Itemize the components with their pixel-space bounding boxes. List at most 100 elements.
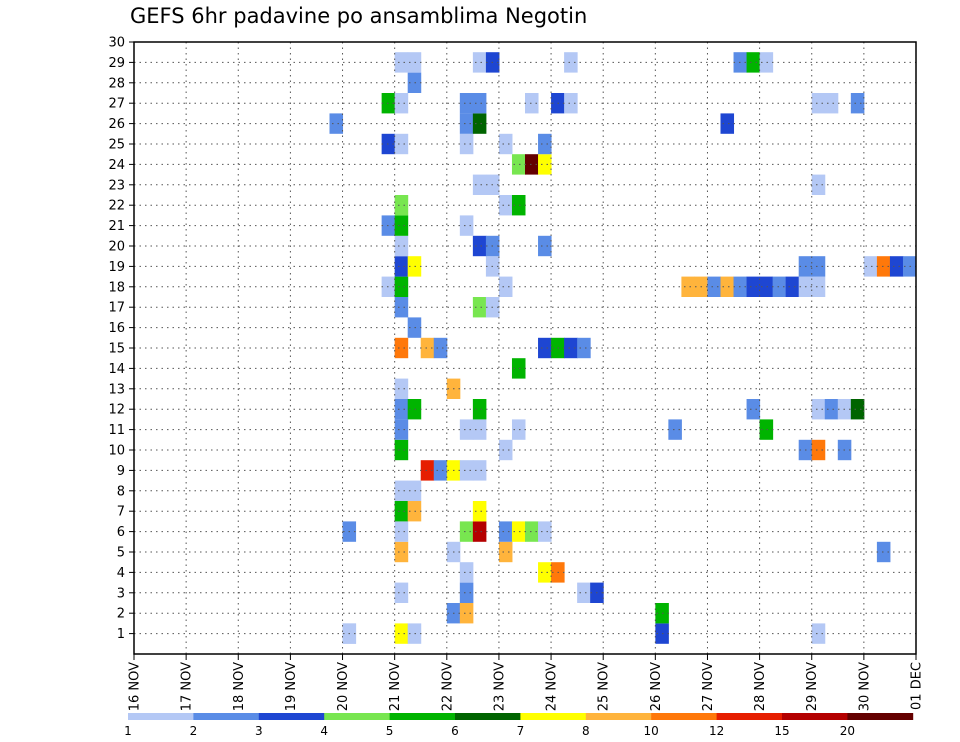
y-tick-label: 22 bbox=[108, 199, 125, 214]
member-25-cell bbox=[498, 133, 513, 155]
member-19-cell bbox=[889, 256, 904, 277]
member-15-cell bbox=[433, 337, 448, 359]
member-27-cell bbox=[525, 93, 539, 114]
member-18-cell bbox=[720, 276, 735, 297]
y-tick-label: 29 bbox=[108, 56, 125, 71]
y-tick-label: 24 bbox=[108, 158, 125, 173]
member-24-cell bbox=[511, 154, 526, 175]
member-6-cell bbox=[472, 521, 487, 542]
x-tick-label: 17 NOV bbox=[180, 662, 195, 711]
member-22-cell bbox=[394, 195, 409, 216]
member-29-cell bbox=[759, 52, 774, 73]
member-3-cell bbox=[394, 582, 409, 603]
member-26-cell bbox=[472, 113, 487, 134]
member-29-cell bbox=[472, 52, 487, 73]
y-tick-label: 26 bbox=[108, 117, 125, 132]
x-tick-label: 01 DEC bbox=[910, 662, 925, 710]
member-19-cell bbox=[394, 256, 409, 277]
member-22-cell bbox=[511, 195, 526, 216]
y-tick-label: 2 bbox=[117, 607, 125, 622]
legend-color-swatch bbox=[128, 713, 194, 720]
member-18-cell bbox=[707, 276, 721, 297]
member-7-cell bbox=[407, 501, 422, 522]
member-26-cell bbox=[329, 113, 344, 134]
y-tick-label: 30 bbox=[108, 36, 125, 51]
legend-level-label: 20 bbox=[840, 724, 855, 738]
member-18-cell bbox=[759, 276, 774, 297]
member-21-cell bbox=[394, 215, 409, 236]
member-19-cell bbox=[863, 256, 878, 277]
member-5-cell bbox=[876, 541, 891, 563]
member-7-cell bbox=[472, 501, 487, 522]
y-tick-label: 1 bbox=[117, 627, 125, 642]
member-6-cell bbox=[498, 521, 513, 542]
legend-color-swatch bbox=[585, 713, 652, 720]
member-18-cell bbox=[811, 276, 826, 297]
member-11-cell bbox=[472, 419, 487, 440]
member-12-cell bbox=[407, 399, 422, 420]
y-tick-label: 12 bbox=[108, 403, 125, 418]
member-7-cell bbox=[394, 501, 409, 522]
member-15-cell bbox=[538, 337, 552, 359]
legend-color-swatch bbox=[193, 713, 260, 720]
grid-layer bbox=[134, 41, 916, 654]
member-17-cell bbox=[472, 297, 487, 318]
y-axis: 1234567891011121314151617181920212223242… bbox=[108, 36, 134, 642]
legend-level-label: 1 bbox=[124, 724, 132, 738]
member-3-cell bbox=[577, 582, 591, 603]
legend-level-label: 3 bbox=[255, 724, 263, 738]
member-2-cell bbox=[459, 603, 474, 624]
y-tick-label: 17 bbox=[108, 301, 125, 316]
member-27-cell bbox=[811, 93, 826, 114]
member-11-cell bbox=[459, 419, 474, 440]
legend-color-swatch bbox=[520, 713, 587, 720]
y-tick-label: 10 bbox=[108, 444, 125, 459]
x-tick-label: 20 NOV bbox=[336, 662, 351, 711]
member-29-cell bbox=[407, 52, 422, 73]
member-16-cell bbox=[407, 317, 422, 338]
member-20-cell bbox=[538, 235, 552, 257]
legend-color-swatch bbox=[258, 713, 325, 720]
chart-title: GEFS 6hr padavine po ansamblima Negotin bbox=[130, 4, 588, 28]
x-tick-label: 26 NOV bbox=[649, 662, 664, 711]
member-18-cell bbox=[394, 276, 409, 297]
legend-color-swatch bbox=[324, 713, 390, 720]
member-11-cell bbox=[759, 419, 774, 440]
x-tick-label: 30 NOV bbox=[857, 662, 872, 711]
y-tick-label: 15 bbox=[108, 342, 125, 357]
member-12-cell bbox=[746, 399, 761, 420]
y-tick-label: 20 bbox=[108, 240, 125, 255]
member-21-cell bbox=[459, 215, 474, 236]
y-tick-label: 25 bbox=[108, 138, 125, 153]
member-20-cell bbox=[394, 235, 409, 257]
legend-color-swatch bbox=[651, 713, 717, 720]
member-15-cell bbox=[394, 337, 409, 359]
y-tick-label: 9 bbox=[117, 464, 125, 479]
member-12-cell bbox=[394, 399, 409, 420]
member-24-cell bbox=[525, 154, 539, 175]
x-tick-label: 19 NOV bbox=[284, 662, 299, 711]
member-14-cell bbox=[511, 358, 526, 379]
legend-level-label: 2 bbox=[190, 724, 198, 738]
member-15-cell bbox=[577, 337, 591, 359]
member-24-cell bbox=[538, 154, 552, 175]
member-18-cell bbox=[746, 276, 761, 297]
member-18-cell bbox=[772, 276, 787, 297]
member-28-cell bbox=[407, 72, 422, 93]
member-17-cell bbox=[394, 297, 409, 318]
member-27-cell bbox=[394, 93, 409, 114]
x-tick-label: 16 NOV bbox=[128, 662, 143, 711]
legend-level-label: 6 bbox=[451, 724, 459, 738]
member-9-cell bbox=[433, 460, 448, 481]
member-10-cell bbox=[498, 439, 513, 461]
member-27-cell bbox=[564, 93, 578, 114]
member-25-cell bbox=[394, 133, 409, 155]
legend-color-swatch bbox=[847, 713, 914, 720]
y-tick-label: 4 bbox=[117, 566, 125, 581]
member-12-cell bbox=[472, 399, 487, 420]
member-15-cell bbox=[564, 337, 578, 359]
legend-level-label: 12 bbox=[709, 724, 724, 738]
y-tick-label: 19 bbox=[108, 260, 125, 275]
legend-level-label: 5 bbox=[386, 724, 394, 738]
member-1-cell bbox=[394, 623, 409, 644]
